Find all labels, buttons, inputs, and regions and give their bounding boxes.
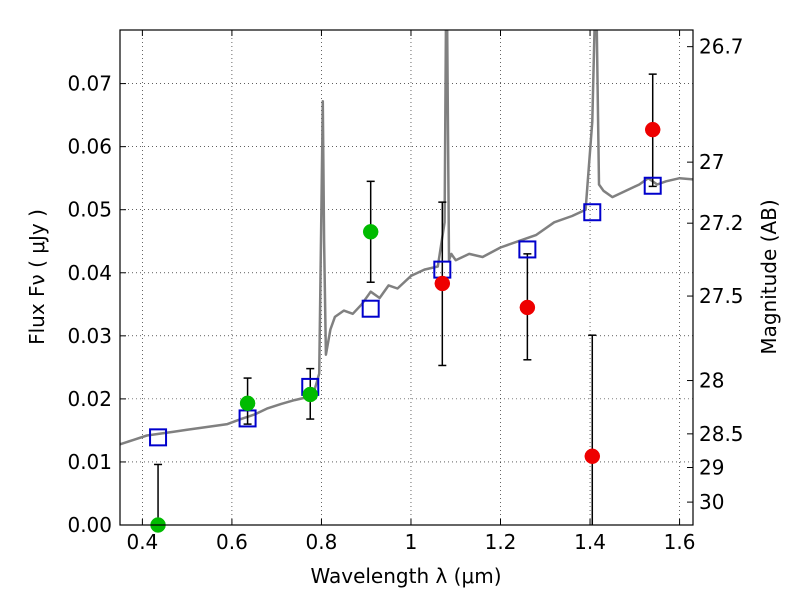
x-tick-label: 0.4 [126,530,158,554]
x-tick-label: 1.4 [574,530,606,554]
photometry-square-marker [643,176,662,195]
y-tick-label: 0.05 [67,198,112,222]
right-tick-label: 26.7 [699,35,744,59]
tick-layer: 0.4 0.6 0.8 1 1.2 1.4 1.6 0.00 0.01 0.02 0.03 0.04 0… [67,30,744,554]
right-tick-label: 29 [699,455,724,479]
right-tick-label: 27.2 [699,211,744,235]
y-tick-label: 0.06 [67,135,112,159]
x-tick-label: 1 [405,530,418,554]
x-tick-label: 1.6 [664,530,696,554]
flux-point-marker [239,395,256,412]
photometry-square-marker [149,428,168,447]
plot-area [120,30,693,525]
photometry-square-marker [518,240,537,259]
y-axis-label: Flux Fν ( μJy ) [25,209,49,345]
flux-point-marker [362,224,379,240]
photometry-square-marker [583,203,602,222]
right-tick-label: 28.5 [699,422,744,446]
y-tick-label: 0.03 [67,324,112,348]
x-tick-label: 0.8 [306,530,338,554]
right-tick-label: 27 [699,150,724,174]
model-spectrum-layer [120,30,693,446]
y-tick-label: 0.07 [67,72,112,96]
flux-point-marker [644,121,661,138]
plot-frame [119,29,694,526]
flux-point-marker [584,448,601,465]
right-tick-label: 28 [699,369,724,393]
right-axis-label: Magnitude (AB) [757,199,781,354]
right-tick-label: 30 [699,490,724,514]
grid [120,30,693,526]
x-axis-label: Wavelength λ (μm) [310,564,501,588]
flux-point-marker [434,275,451,292]
photometry-square-marker [361,299,380,318]
right-tick-label: 27.5 [699,284,744,308]
y-tick-label: 0.01 [67,450,112,474]
flux-point-marker [302,386,319,403]
y-tick-label: 0.02 [67,387,112,411]
flux-point-marker [519,299,536,316]
y-tick-label: 0.00 [67,513,112,537]
y-tick-label: 0.04 [67,261,112,285]
x-tick-label: 1.2 [485,530,517,554]
x-tick-label: 0.6 [216,530,248,554]
model-spectrum-line [120,30,693,446]
